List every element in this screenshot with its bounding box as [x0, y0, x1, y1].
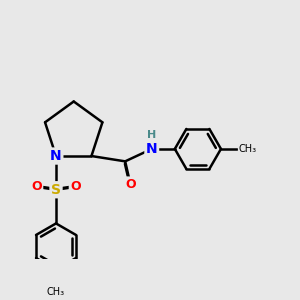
Text: O: O	[70, 180, 81, 194]
Text: O: O	[125, 178, 136, 191]
Text: CH₃: CH₃	[47, 287, 65, 297]
Text: S: S	[51, 183, 61, 197]
Text: CH₃: CH₃	[239, 144, 257, 154]
Text: N: N	[146, 142, 158, 156]
Text: H: H	[147, 130, 156, 140]
Text: O: O	[31, 180, 42, 194]
Text: N: N	[50, 149, 62, 163]
